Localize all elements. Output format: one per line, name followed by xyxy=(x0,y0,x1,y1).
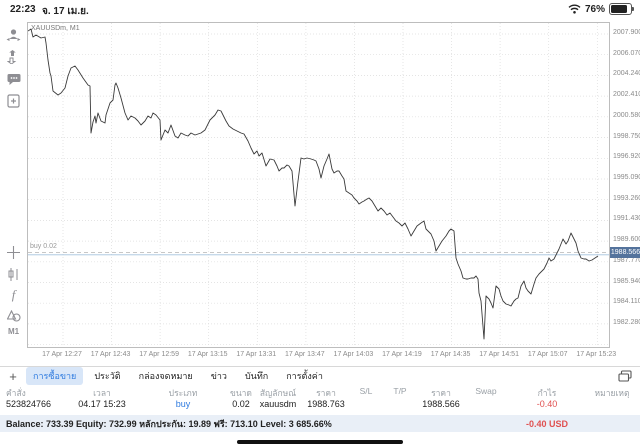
status-date: จ. 17 เม.ย. xyxy=(42,6,89,17)
crosshair-icon[interactable] xyxy=(0,243,27,261)
x-axis-label: 17 Apr 14:03 xyxy=(333,351,374,358)
y-axis-label: 1984.110 xyxy=(613,298,640,306)
y-axis-label: 2004.240 xyxy=(613,70,640,78)
column-header: T/P xyxy=(393,386,407,396)
price-chart[interactable]: XAUUSDm, M1 buy 0.02 xyxy=(27,22,610,348)
chart-sidebar: f M1 xyxy=(0,20,27,380)
account-summary-text: Balance: 733.39 Equity: 732.99 หลักประกั… xyxy=(6,418,332,429)
y-axis-label: 1989.600 xyxy=(613,236,640,244)
bottom-tab-bar: + การซื้อขาย ประวัติ กล่องจดหมาย ข่าว บันทึก… xyxy=(0,366,640,385)
position-cell: 1988.763 xyxy=(307,399,345,409)
position-cell: 04.17 15:23 xyxy=(78,399,126,409)
column-header: คำสั่ง xyxy=(6,388,26,398)
account-summary-bar: Balance: 733.39 Equity: 732.99 หลักประกั… xyxy=(0,415,640,432)
status-bar: 22:23 จ. 17 เม.ย. 76% xyxy=(0,0,640,20)
tab-item[interactable]: การตั้งค่า xyxy=(286,371,323,381)
position-cell: 0.02 xyxy=(232,399,250,409)
x-axis-label: 17 Apr 12:43 xyxy=(90,351,131,358)
column-header: สัญลักษณ์ xyxy=(259,388,297,398)
trade-icon[interactable] xyxy=(0,48,27,66)
y-axis-label: 1998.750 xyxy=(613,132,640,140)
column-header: เวลา xyxy=(93,388,111,398)
y-axis-label: 2000.580 xyxy=(613,111,640,119)
y-axis-label: 1982.280 xyxy=(613,318,640,326)
y-axis-label: 1987.770 xyxy=(613,256,640,264)
new-order-icon[interactable] xyxy=(0,92,27,110)
status-time: 22:23 xyxy=(10,4,36,15)
position-cell: xauusdm xyxy=(259,399,297,409)
tab-item[interactable]: ประวัติ xyxy=(94,371,121,381)
position-cell: 523824766 xyxy=(6,399,52,409)
time-axis: 17 Apr 12:27 17 Apr 12:43 17 Apr 12:59 17 A… xyxy=(27,349,616,363)
battery-percent: 76% xyxy=(584,3,605,15)
x-axis-label: 17 Apr 12:27 xyxy=(42,351,82,358)
position-cell xyxy=(462,399,510,413)
price-line-series xyxy=(28,28,599,340)
x-axis-label: 17 Apr 14:51 xyxy=(479,351,519,358)
column-header: หมายเหตุ xyxy=(594,388,630,398)
column-header: กำไร xyxy=(537,388,557,398)
column-header: ราคา xyxy=(316,388,336,398)
panel-tabs: การซื้อขาย ประวัติ กล่องจดหมาย ข่าว บันทึก กา… xyxy=(26,367,330,385)
column-header: ประเภท xyxy=(168,388,198,398)
position-cell xyxy=(352,399,380,413)
column-header: Swap xyxy=(475,386,497,396)
chart-grid xyxy=(28,23,609,347)
tab-item[interactable]: บันทึก xyxy=(244,371,269,381)
x-axis-label: 17 Apr 14:19 xyxy=(382,351,422,358)
y-axis-label: 2006.070 xyxy=(613,49,640,57)
buy-position-label: buy 0.02 xyxy=(30,243,57,250)
chart-type-icon[interactable] xyxy=(0,265,27,283)
x-axis-label: 17 Apr 13:15 xyxy=(187,351,228,358)
chart-plot-svg xyxy=(28,23,609,347)
position-cell xyxy=(584,399,640,413)
chart-symbol-label: XAUUSDm, M1 xyxy=(31,25,80,32)
x-axis-label: 17 Apr 13:47 xyxy=(284,351,325,358)
column-header: ขนาด xyxy=(230,388,252,398)
x-axis-label: 17 Apr 12:59 xyxy=(139,351,179,358)
y-axis-label: 2002.410 xyxy=(613,91,640,99)
price-axis: 1982.280 1984.110 1985.940 1987.770 1989.600… xyxy=(610,0,640,366)
wifi-icon xyxy=(568,4,581,14)
x-axis-label: 17 Apr 15:07 xyxy=(527,351,568,358)
battery-icon xyxy=(609,3,634,15)
positions-table-header: คำสั่ง เวลา ประเภท ขนาด สัญลักษณ์ ราคา S/L T/P ร… xyxy=(0,386,640,398)
chat-icon[interactable] xyxy=(0,70,27,88)
windows-icon[interactable] xyxy=(618,370,632,382)
x-axis-label: 17 Apr 14:35 xyxy=(430,351,471,358)
y-axis-label: 2007.900 xyxy=(613,29,640,36)
timeframe-button[interactable]: M1 xyxy=(7,327,20,336)
home-indicator[interactable] xyxy=(237,440,403,444)
y-axis-label: 1996.920 xyxy=(613,153,640,161)
column-header: ราคา xyxy=(431,388,451,398)
account-icon[interactable] xyxy=(0,26,27,44)
tab-selected[interactable]: การซื้อขาย xyxy=(26,367,84,385)
current-price-badge: 1988.566 xyxy=(610,247,640,258)
y-axis-label: 1985.940 xyxy=(613,277,640,285)
x-axis-label: 17 Apr 13:31 xyxy=(236,351,277,358)
y-axis-label: 1995.090 xyxy=(613,173,640,181)
x-axis-label: 17 Apr 15:23 xyxy=(576,351,617,358)
position-cell: 1988.566 xyxy=(422,399,460,409)
position-cell xyxy=(380,399,420,413)
objects-icon[interactable] xyxy=(0,307,27,325)
y-axis-label: 1993.260 xyxy=(613,194,640,202)
position-cell: -0.40 xyxy=(536,399,558,409)
column-header: S/L xyxy=(359,386,373,396)
floating-profit: -0.40 USD xyxy=(525,418,569,429)
tab-item[interactable]: กล่องจดหมาย xyxy=(138,371,193,381)
y-axis-label: 1991.430 xyxy=(613,215,640,223)
add-icon[interactable]: + xyxy=(9,368,17,384)
position-row[interactable]: 523824766 04.17 15:23 buy 0.02 xauusdm 1988.7… xyxy=(0,399,640,413)
tab-item[interactable]: ข่าว xyxy=(210,371,227,381)
position-cell: buy xyxy=(175,399,191,409)
indicators-icon[interactable]: f xyxy=(11,287,16,302)
